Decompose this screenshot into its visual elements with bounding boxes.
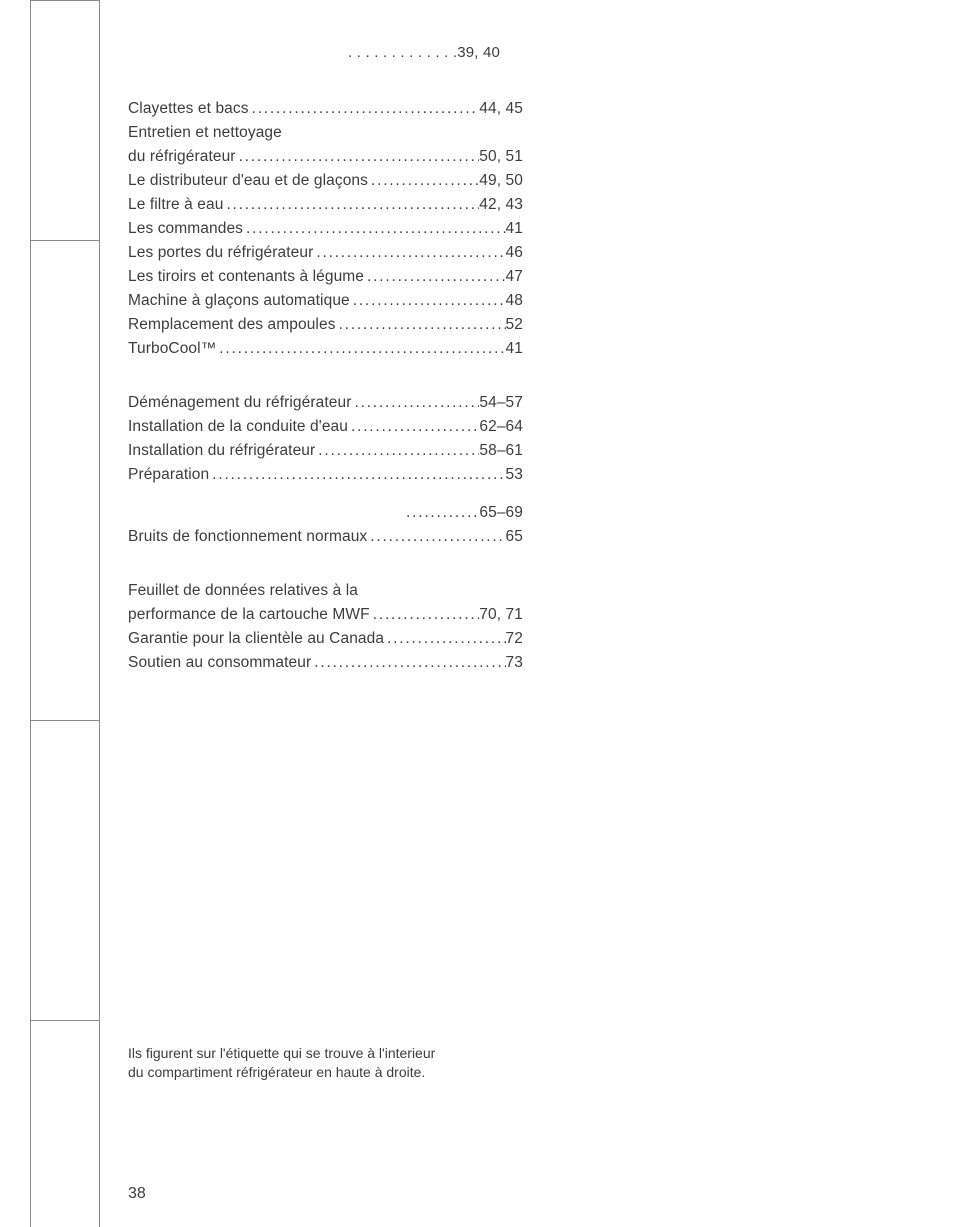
left-margin-column [30,0,100,1227]
toc-section-2: Déménagement du réfrigérateur...........… [128,391,548,487]
leader-dots: ........................................… [351,391,479,415]
leader-dots: ........................................… [223,193,479,217]
margin-tick [30,720,100,721]
toc-entry: Entretien et nettoyage [128,121,523,145]
footnote-line-2: du compartiment réfrigérateur en haute à… [128,1063,588,1082]
toc-entry-pages: 46 [506,241,523,265]
mid-leader-line: .............. 65–69 [128,501,523,525]
footnote: Ils figurent sur l'étiquette qui se trou… [128,1044,588,1082]
leader-dots: ........................................… [364,265,506,289]
toc-entry-pages: 54–57 [479,391,523,415]
toc-entry: Garantie pour la clientèle au Canada....… [128,627,523,651]
left-margin-top-border [30,0,100,1]
leader-dots: ........................................… [368,169,479,193]
toc-entry-pages: 49, 50 [479,169,523,193]
toc-entry-label: Installation du réfrigérateur [128,439,315,463]
toc-entry-label: Remplacement des ampoules [128,313,336,337]
toc-entry: Remplacement des ampoules...............… [128,313,523,337]
toc-entry-pages: 48 [506,289,523,313]
leader-dots: ........................................… [350,289,506,313]
toc-entry: performance de la cartouche MWF.........… [128,603,523,627]
toc-entry-label: Feuillet de données relatives à la [128,579,358,603]
leader-dots: ........................................… [336,313,506,337]
toc-entry-pages: 42, 43 [479,193,523,217]
toc-entry-pages: 65 [506,525,523,549]
toc-entry-pages: 53 [506,463,523,487]
toc-entry-pages: 72 [506,627,523,651]
toc-entry: Feuillet de données relatives à la [128,579,523,603]
toc-entry-label: Machine à glaçons automatique [128,289,350,313]
leader-dots: ........................................… [243,217,506,241]
toc-section-3: Bruits de fonctionnement normaux........… [128,525,548,549]
toc-entry: TurboCool™..............................… [128,337,523,361]
toc-entry-pages: 70, 71 [479,603,523,627]
toc-entry-label: Les commandes [128,217,243,241]
toc-entry: Les portes du réfrigérateur.............… [128,241,523,265]
leader-dots: ........................................… [315,439,479,463]
toc-content: . . . . . . . . . . . . .39, 40 Clayette… [128,44,548,705]
toc-entry-pages: 47 [506,265,523,289]
toc-entry-label: du réfrigérateur [128,145,236,169]
toc-entry: Les tiroirs et contenants à légume......… [128,265,523,289]
toc-entry: Clayettes et bacs.......................… [128,97,523,121]
toc-entry-label: Les tiroirs et contenants à légume [128,265,364,289]
toc-entry: Soutien au consommateur.................… [128,651,523,675]
toc-entry-pages: 50, 51 [479,145,523,169]
leader-dots: ........................................… [348,415,479,439]
leader-dots: ........................................… [209,463,505,487]
leader-pages: 39, 40 [457,44,500,61]
toc-entry: Déménagement du réfrigérateur...........… [128,391,523,415]
leader-dots: ........................................… [216,337,505,361]
toc-entry: Installation du réfrigérateur...........… [128,439,523,463]
leader-dots: ........................................… [249,97,480,121]
toc-entry-label: Le distributeur d'eau et de glaçons [128,169,368,193]
leader-dots: ........................................… [313,241,505,265]
toc-entry-label: Installation de la conduite d'eau [128,415,348,439]
toc-section-1: Clayettes et bacs.......................… [128,97,548,361]
leader-dots: .............. [406,501,479,525]
toc-entry-pages: 73 [506,651,523,675]
toc-entry-label: Clayettes et bacs [128,97,249,121]
toc-entry-label: Préparation [128,463,209,487]
margin-tick [30,240,100,241]
toc-entry: Machine à glaçons automatique...........… [128,289,523,313]
toc-entry-label: Le filtre à eau [128,193,223,217]
toc-entry-label: performance de la cartouche MWF [128,603,370,627]
toc-entry: Installation de la conduite d'eau.......… [128,415,523,439]
toc-entry-pages: 62–64 [479,415,523,439]
toc-entry-label: TurboCool™ [128,337,216,361]
toc-entry: Le filtre à eau.........................… [128,193,523,217]
top-leader-line: . . . . . . . . . . . . .39, 40 [348,44,548,61]
leader-dots: . . . . . . . . . . . . . [348,44,457,61]
toc-entry-label: Bruits de fonctionnement normaux [128,525,367,549]
toc-entry-label: Entretien et nettoyage [128,121,282,145]
toc-entry-pages: 52 [506,313,523,337]
page: . . . . . . . . . . . . .39, 40 Clayette… [0,0,954,1227]
toc-entry: Préparation.............................… [128,463,523,487]
leader-dots: ........................................… [236,145,480,169]
toc-entry-label: Soutien au consommateur [128,651,311,675]
leader-dots: ........................................… [370,603,480,627]
toc-entry-label: Les portes du réfrigérateur [128,241,313,265]
toc-entry-label: Garantie pour la clientèle au Canada [128,627,384,651]
leader-dots: ........................................… [311,651,505,675]
toc-entry: Le distributeur d'eau et de glaçons.....… [128,169,523,193]
leader-pages: 65–69 [479,501,523,525]
toc-entry-label: Déménagement du réfrigérateur [128,391,351,415]
toc-section-4: Feuillet de données relatives à laperfor… [128,579,548,675]
toc-entry-pages: 44, 45 [479,97,523,121]
margin-tick [30,1020,100,1021]
toc-entry-pages: 41 [506,337,523,361]
toc-entry-pages: 58–61 [479,439,523,463]
toc-entry: Les commandes...........................… [128,217,523,241]
toc-entry-pages: 41 [506,217,523,241]
leader-dots: ........................................… [384,627,505,651]
footnote-line-1: Ils figurent sur l'étiquette qui se trou… [128,1044,588,1063]
page-number: 38 [128,1185,146,1203]
toc-entry: Bruits de fonctionnement normaux........… [128,525,523,549]
leader-dots: ........................................… [367,525,505,549]
toc-entry: du réfrigérateur........................… [128,145,523,169]
